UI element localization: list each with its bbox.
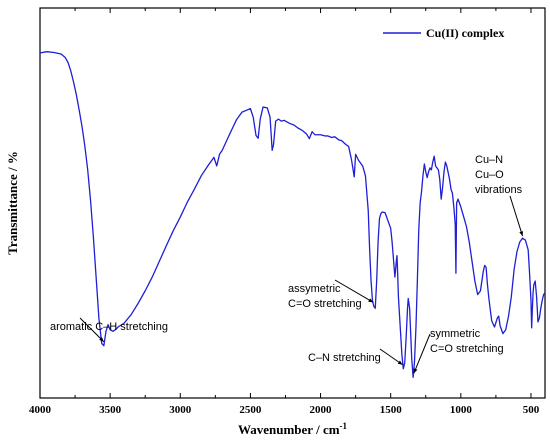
- x-tick-label: 3000: [169, 404, 192, 416]
- annotation-arrow-shaft: [79, 317, 105, 343]
- annotation-arrow-head: [99, 337, 104, 342]
- annotation-aromatic-line: aromatic C–H stretching: [50, 321, 168, 333]
- annotation-sym: symmetric C=O stretching: [413, 328, 504, 374]
- x-tick-label: 500: [523, 404, 540, 416]
- x-tick-label: 2500: [239, 404, 262, 416]
- plot-frame: [39, 7, 546, 399]
- legend: Cu(II) complex: [383, 26, 504, 40]
- annotation-arrow-head: [397, 360, 403, 365]
- x-axis-label: Wavenumber / cm-1: [238, 421, 348, 437]
- annotation-cu-line: Cu–N: [475, 154, 503, 166]
- annotation-sym-line: symmetric: [430, 328, 481, 340]
- annotation-sym-line: C=O stretching: [430, 343, 504, 355]
- annotation-arrow-shaft: [334, 279, 374, 303]
- annotation-assym-line: assymetric: [288, 283, 341, 295]
- x-tick-label: 2000: [310, 404, 333, 416]
- annotation-assym-line: C=O stretching: [288, 298, 362, 310]
- annotation-cu-line: vibrations: [475, 184, 523, 196]
- annotation-cn: C–N stretching: [308, 348, 403, 366]
- annotation-arrow-shaft: [413, 333, 431, 374]
- x-axis-label-main: Wavenumber / cm: [238, 422, 340, 437]
- x-tick-label: 1000: [450, 404, 473, 416]
- plot-area: [39, 7, 546, 399]
- annotation-arrow-head: [368, 298, 374, 303]
- y-axis-label: Transmittance / %: [5, 151, 20, 255]
- legend-label: Cu(II) complex: [426, 26, 504, 40]
- annotation-arrow-head: [413, 368, 418, 374]
- series-line-0: [39, 51, 546, 378]
- series-layer: [39, 51, 546, 378]
- annotation-cn-line: C–N stretching: [308, 352, 381, 364]
- x-tick-label: 3500: [99, 404, 122, 416]
- annotation-cu-line: Cu–O: [475, 169, 504, 181]
- x-tick-label: 1500: [380, 404, 403, 416]
- x-axis-label-superscript: -1: [340, 421, 348, 431]
- annotation-layer: aromatic C–H stretching assymetric C=O str…: [50, 154, 524, 374]
- annotation-aromatic: aromatic C–H stretching: [50, 317, 168, 343]
- annotation-assym: assymetric C=O stretching: [288, 279, 374, 310]
- annotation-arrow-shaft: [509, 195, 524, 237]
- annotation-arrow-head: [519, 231, 524, 237]
- x-tick-label: 4000: [29, 404, 52, 416]
- annotation-cu: Cu–N Cu–O vibrations: [475, 154, 524, 237]
- x-axis: 4000 3500 3000 2500 2000 1500 1000 500: [29, 8, 540, 416]
